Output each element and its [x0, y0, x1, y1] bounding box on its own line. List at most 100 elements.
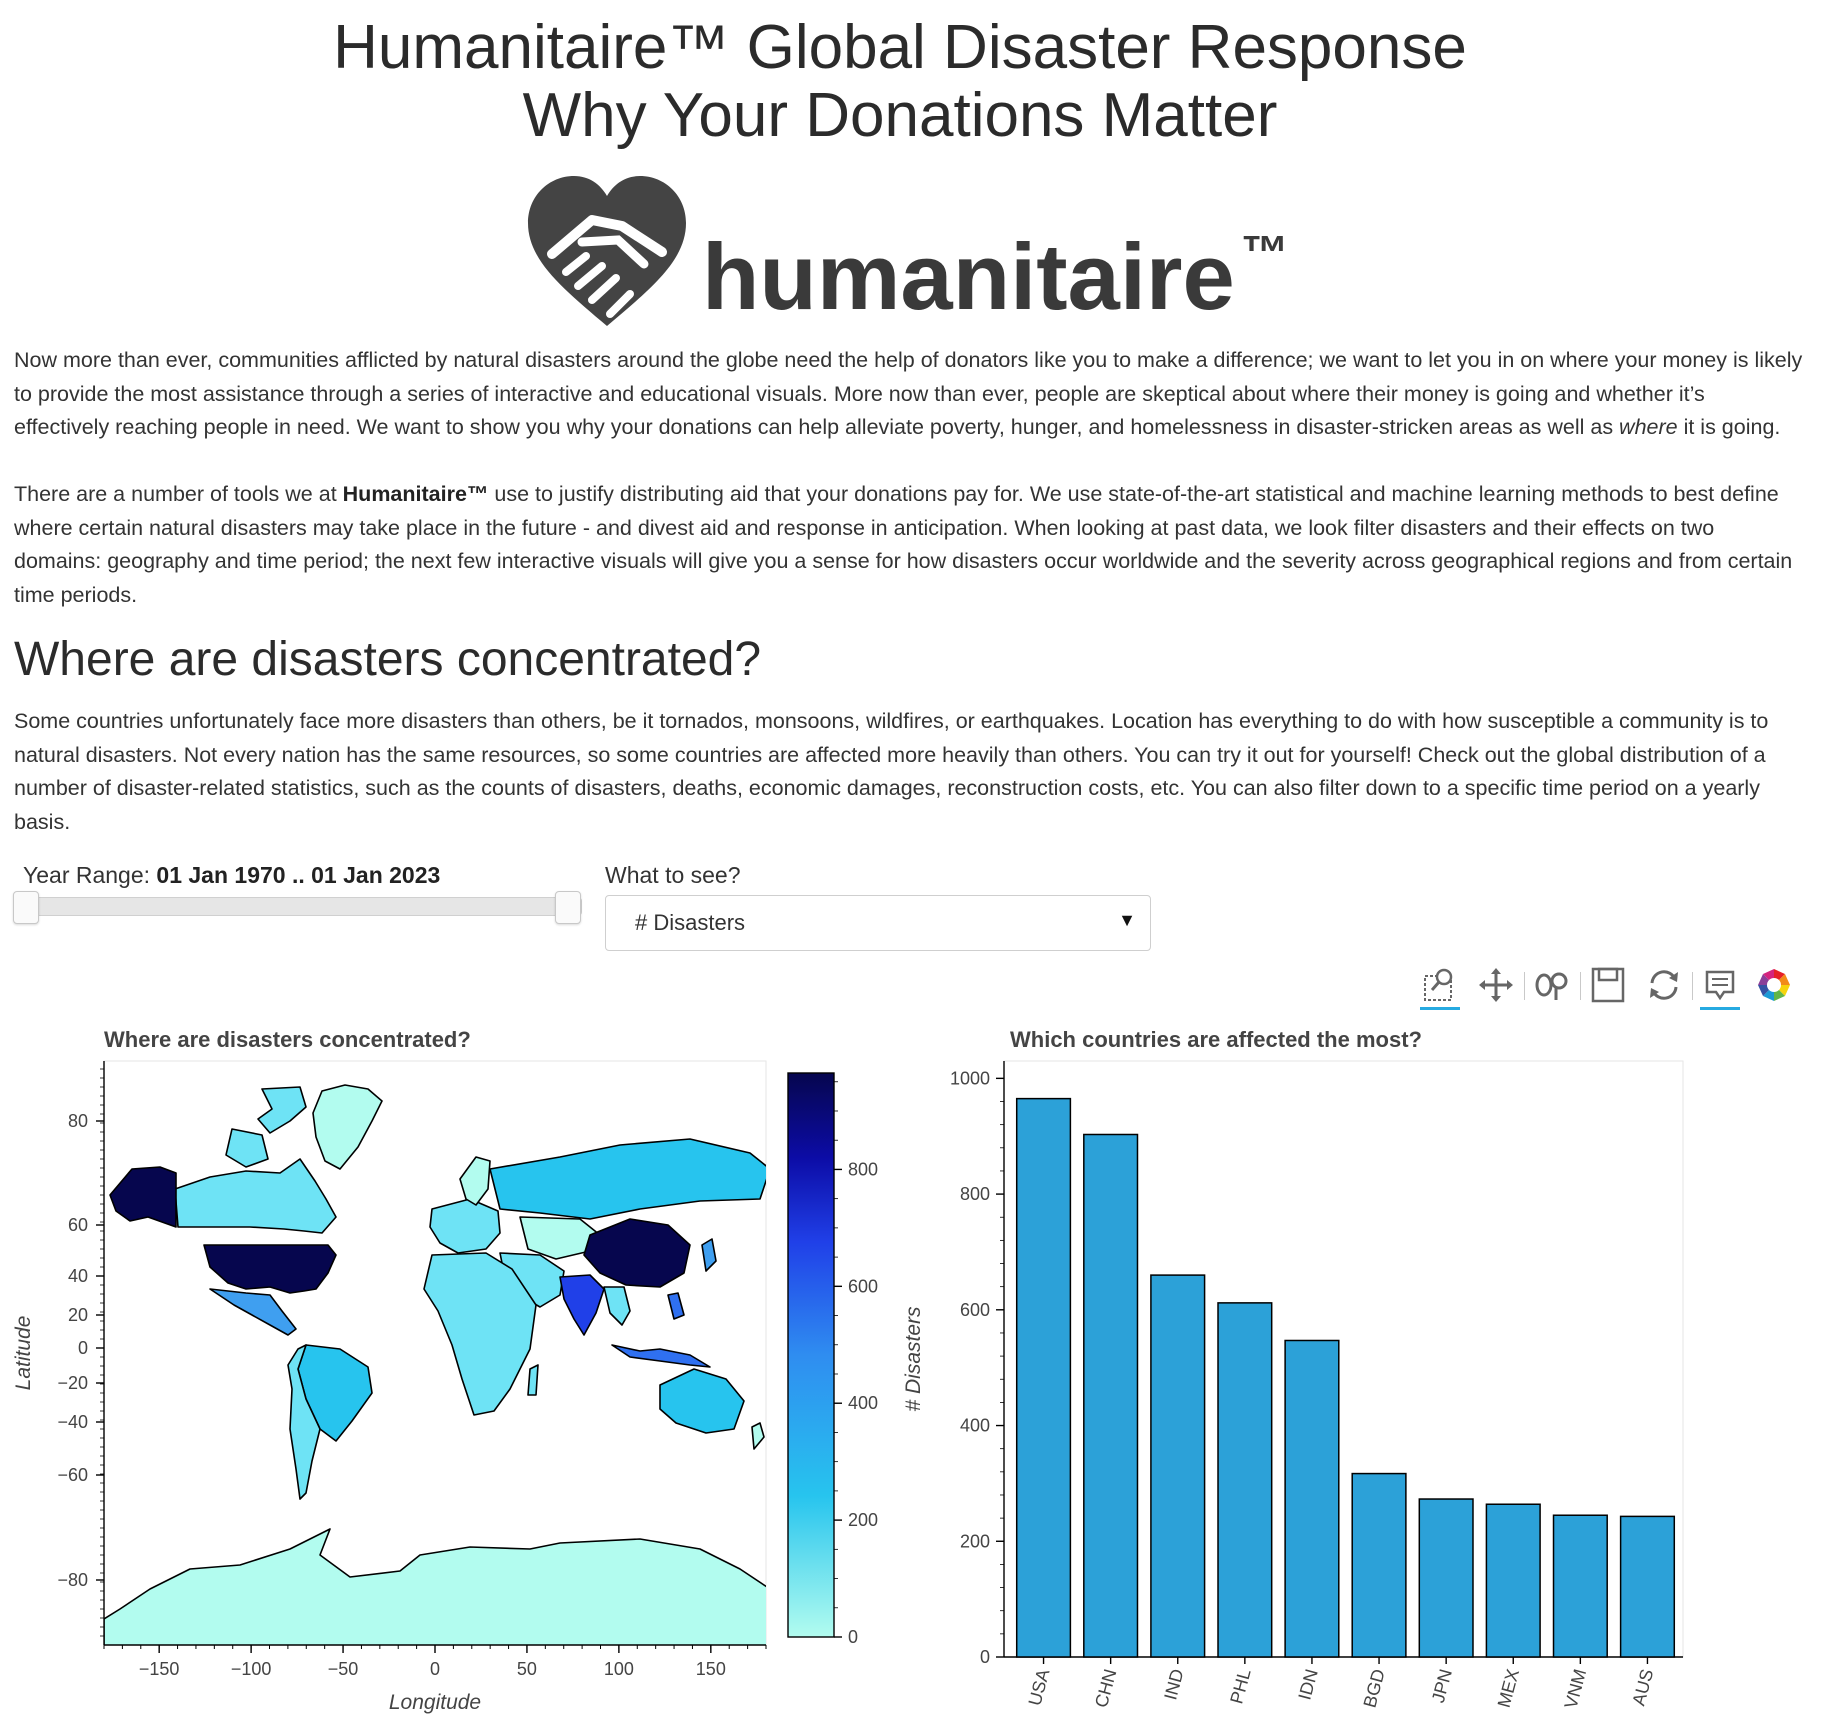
country-canada[interactable]: [174, 1158, 337, 1234]
map-y-tick-label: 0: [78, 1338, 88, 1358]
map-y-tick-label: 60: [68, 1215, 88, 1235]
country-madagascar[interactable]: [527, 1364, 539, 1396]
country-philippines[interactable]: [667, 1292, 685, 1320]
map-x-tick-label: 0: [430, 1659, 440, 1679]
map-y-tick-label: −60: [57, 1465, 88, 1485]
colorbar-tick-label: 0: [848, 1627, 858, 1647]
year-range-slider[interactable]: [13, 891, 582, 924]
section-paragraph: Some countries unfortunately face more d…: [14, 709, 1769, 834]
bar-ind[interactable]: [1150, 1274, 1206, 1658]
bar-y-tick-label: 800: [960, 1184, 990, 1204]
map-y-tick-label: −40: [57, 1412, 88, 1432]
map-x-tick-label: −50: [328, 1659, 359, 1679]
map-x-axis-label: Longitude: [389, 1691, 481, 1714]
wheel-zoom-icon[interactable]: [1532, 966, 1572, 1004]
bar-chart-title: Which countries are affected the most?: [1010, 1027, 1422, 1052]
map-x-tick-label: 100: [604, 1659, 634, 1679]
save-icon[interactable]: [1588, 966, 1628, 1004]
year-slider-end-handle[interactable]: [555, 891, 581, 924]
region-africa[interactable]: [423, 1252, 537, 1416]
colorbar-tick-label: 800: [848, 1159, 878, 1179]
year-range-value: 01 Jan 1970 .. 01 Jan 2023: [156, 862, 441, 888]
country-canada-islands[interactable]: [225, 1086, 307, 1168]
bar-x-tick-label: IND: [1160, 1667, 1187, 1702]
page-title: Humanitaire™ Global Disaster Response Wh…: [0, 14, 1800, 150]
region-southeast-asia[interactable]: [603, 1286, 631, 1326]
country-scandinavia[interactable]: [459, 1156, 491, 1206]
intro-paragraph-2: There are a number of tools we at Humani…: [14, 482, 1793, 607]
plot-toolbar: [1418, 962, 1818, 1012]
pan-icon[interactable]: [1476, 966, 1516, 1004]
country-russia[interactable]: [489, 1138, 770, 1220]
map-y-tick-label: 40: [68, 1266, 88, 1286]
bokeh-logo-icon[interactable]: [1754, 966, 1794, 1004]
country-mexico[interactable]: [209, 1288, 297, 1336]
map-y-tick-label: −80: [57, 1570, 88, 1590]
country-south-america-west[interactable]: [287, 1344, 321, 1500]
map-y-tick-label: 80: [68, 1111, 88, 1131]
reset-icon[interactable]: [1644, 966, 1684, 1004]
page-subtitle: Why Your Donations Matter: [522, 81, 1278, 150]
map-y-tick-label: −20: [57, 1373, 88, 1393]
region-antarctica[interactable]: [104, 1528, 770, 1649]
bar-x-tick-label: BGD: [1359, 1667, 1388, 1710]
bar-chart[interactable]: 1000 800 600 400 200 0 # Disasters USA CHN IND PH…: [900, 1049, 1831, 1719]
year-slider-start-handle[interactable]: [13, 891, 39, 924]
region-europe[interactable]: [429, 1198, 501, 1254]
box-zoom-icon[interactable]: [1420, 966, 1460, 1010]
colorbar: [787, 1072, 835, 1638]
country-india[interactable]: [559, 1274, 605, 1336]
country-japan[interactable]: [701, 1238, 717, 1272]
page-title-line-1: Humanitaire™ Global Disaster Response: [333, 13, 1467, 82]
logo-wordmark: humanitaire ™: [702, 224, 1289, 329]
map-x-tick-label: 150: [696, 1659, 726, 1679]
country-indonesia[interactable]: [611, 1344, 711, 1368]
bar-jpn[interactable]: [1418, 1498, 1474, 1658]
bar-x-tick-label: CHN: [1091, 1667, 1120, 1710]
bar-aus[interactable]: [1619, 1515, 1676, 1658]
colorbar-tick-label: 200: [848, 1510, 878, 1530]
country-new-zealand[interactable]: [751, 1422, 765, 1450]
metric-select[interactable]: # Disasters ▼: [605, 895, 1151, 951]
colorbar-tick-label: 400: [848, 1393, 878, 1413]
bar-x-tick-label: JPN: [1428, 1667, 1456, 1705]
metric-select-label: What to see?: [605, 862, 741, 888]
bar-usa[interactable]: [1015, 1097, 1072, 1658]
bar-x-tick-label: IDN: [1294, 1667, 1321, 1702]
map-x-tick-label: −100: [231, 1659, 272, 1679]
map-title: Where are disasters concentrated?: [104, 1027, 471, 1052]
colorbar-tick-label: 600: [848, 1276, 878, 1296]
country-usa[interactable]: [203, 1244, 337, 1294]
bar-x-tick-label: AUS: [1628, 1667, 1657, 1708]
bar-y-tick-label: 0: [980, 1647, 990, 1667]
country-china[interactable]: [583, 1218, 691, 1288]
section-heading: Where are disasters concentrated?: [14, 633, 762, 686]
bar-mex[interactable]: [1485, 1503, 1541, 1658]
map-y-tick-label: 20: [68, 1305, 88, 1325]
year-range-label: Year Range: 01 Jan 1970 .. 01 Jan 2023: [23, 862, 441, 888]
bar-y-axis-label: # Disasters: [902, 1306, 925, 1412]
bar-vnm[interactable]: [1552, 1514, 1608, 1658]
world-choropleth-map[interactable]: −150 −100 −50 0 50 100 150806040200−20−40−60−8…: [0, 1049, 900, 1719]
map-x-tick-label: 50: [517, 1659, 537, 1679]
bar-chn[interactable]: [1083, 1133, 1139, 1658]
country-greenland[interactable]: [312, 1084, 383, 1170]
bar-x-tick-label: MEX: [1494, 1667, 1523, 1710]
hover-icon[interactable]: [1700, 966, 1740, 1010]
bar-y-tick-label: 400: [960, 1416, 990, 1436]
map-y-axis-label: Latitude: [12, 1316, 35, 1391]
bar-bgd[interactable]: [1351, 1472, 1407, 1658]
humanitaire-logo: humanitaire ™: [522, 168, 1289, 338]
heart-handshake-icon: [528, 176, 686, 326]
country-usa-alaska[interactable]: [109, 1166, 177, 1228]
bar-idn[interactable]: [1284, 1339, 1340, 1658]
map-x-tick-label: −150: [139, 1659, 180, 1679]
bar-y-tick-label: 1000: [950, 1068, 990, 1088]
bar-x-tick-label: PHL: [1226, 1667, 1254, 1706]
bar-y-tick-label: 600: [960, 1300, 990, 1320]
bar-y-tick-label: 200: [960, 1531, 990, 1551]
intro-paragraph-1: Now more than ever, communities afflicte…: [14, 348, 1803, 439]
metric-select-value: # Disasters: [635, 910, 746, 935]
bar-phl[interactable]: [1217, 1302, 1273, 1658]
country-australia[interactable]: [659, 1368, 745, 1434]
